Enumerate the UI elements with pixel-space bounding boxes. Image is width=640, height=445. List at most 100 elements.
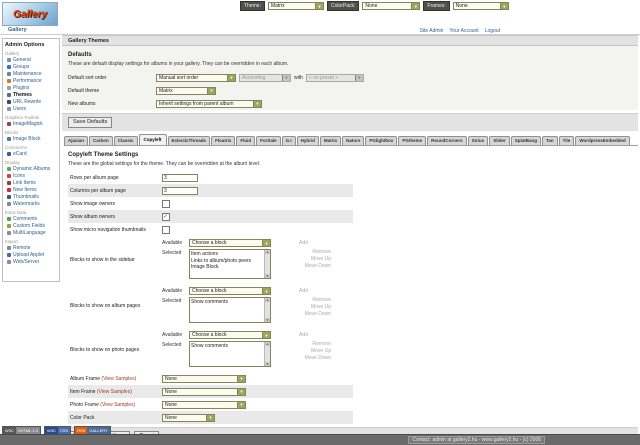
sidebar-item[interactable]: MultiLanguage [7, 230, 57, 236]
listbox-scrollbar[interactable]: ▲ ▼ [264, 250, 270, 278]
scroll-down-icon[interactable]: ▼ [265, 274, 270, 278]
blocks-album-selected-listbox[interactable]: Show comments ▲ ▼ [189, 297, 271, 323]
sort-preset-select[interactable]: « no preset » ▼ [305, 73, 364, 82]
sidebar-item[interactable]: Watermarks [7, 201, 57, 207]
blocks-sidebar-movedown-link[interactable]: Move Down [304, 263, 331, 269]
theme-tab[interactable]: ForSale [256, 136, 281, 145]
scroll-up-icon[interactable]: ▲ [265, 298, 270, 302]
blocks-photo-remove-link[interactable]: Remove [312, 341, 331, 347]
theme-tab[interactable]: Hybrid [296, 136, 319, 145]
item-frame-select[interactable]: None ▼ [162, 387, 246, 396]
new-albums-select[interactable]: Inherit settings from parent album ▼ [156, 99, 262, 108]
sidebar-item[interactable]: Thumbnails [7, 194, 57, 200]
theme-tab[interactable]: SplatBang [510, 136, 541, 145]
colorpack-select[interactable]: None ▼ [362, 2, 421, 10]
sidebar-item[interactable]: Link Items [7, 180, 57, 186]
blocks-album-remove-link[interactable]: Remove [312, 297, 331, 303]
selected-block-item[interactable]: Item actions [191, 251, 218, 257]
theme-tab[interactable]: Carbon [89, 136, 113, 145]
sidebar-item[interactable]: eCard [7, 151, 57, 157]
theme-tab[interactable]: PGtheme [398, 136, 427, 145]
default-theme-select[interactable]: Matrix ▼ [156, 86, 216, 95]
blocks-sidebar-remove-link[interactable]: Remove [312, 249, 331, 255]
theme-tab[interactable]: PGlightbox [365, 136, 398, 145]
theme-tab[interactable]: Tile [558, 136, 575, 145]
theme-tab[interactable]: Fluid [236, 136, 256, 145]
theme-tab[interactable]: RoundCorners [427, 136, 467, 145]
gallery-logo[interactable]: Gallery [2, 2, 58, 26]
sidebar-item[interactable]: Comments [7, 216, 57, 222]
site-admin-link[interactable]: Site Admin [419, 28, 444, 34]
scroll-down-icon[interactable]: ▼ [265, 362, 270, 366]
theme-tab[interactable]: Slider [489, 136, 510, 145]
frames-select[interactable]: None ▼ [452, 2, 509, 10]
blocks-album-add-link[interactable]: Add [299, 288, 308, 294]
sidebar-item[interactable]: Icons [7, 173, 57, 179]
theme-tab[interactable]: Matrix [319, 136, 342, 145]
blocks-photo-moveup-link[interactable]: Move Up [310, 348, 331, 354]
blocks-photo-movedown-link[interactable]: Move Down [304, 355, 331, 361]
theme-tab[interactable]: Copyleft [138, 134, 167, 145]
sidebar-item[interactable]: URL Rewrite [7, 99, 57, 105]
blocks-sidebar-selected-listbox[interactable]: Item actions Links to album/photo peers Im… [189, 249, 271, 279]
sidebar-item[interactable]: New Items [7, 187, 57, 193]
blocks-photo-selected-listbox[interactable]: Show comments ▲ ▼ [189, 341, 271, 367]
sidebar-item[interactable]: Themes [7, 92, 57, 98]
scroll-down-icon[interactable]: ▼ [265, 318, 270, 322]
theme-tab[interactable]: Floatrix [211, 136, 236, 145]
default-sort-order-select[interactable]: Manual sort order ▼ [156, 73, 236, 82]
selected-block-item[interactable]: Links to album/photo peers [191, 257, 252, 264]
sidebar-item[interactable]: ImageMagick [7, 121, 57, 127]
sidebar-item[interactable]: Remote [7, 245, 57, 251]
selected-block-item[interactable]: Show comments [191, 299, 228, 305]
selected-block-item[interactable]: Image Block [191, 264, 219, 270]
theme-tab[interactable]: EclecticThreads [167, 136, 211, 145]
blocks-album-movedown-link[interactable]: Move Down [304, 311, 331, 317]
photo-frame-view-samples-link[interactable]: (View Samples) [100, 401, 136, 408]
blocks-photo-add-link[interactable]: Add [299, 332, 308, 338]
blocks-album-moveup-link[interactable]: Move Up [310, 304, 331, 310]
sort-direction-select[interactable]: Ascending ▼ [239, 73, 291, 82]
selected-block-item[interactable]: Show comments [191, 343, 228, 349]
sidebar-item[interactable]: Dynamic Albums [7, 166, 57, 172]
theme-tab[interactable]: WordpressEmbedded [575, 136, 630, 145]
sidebar-item[interactable]: Image Block [7, 136, 57, 142]
listbox-scrollbar[interactable]: ▲ ▼ [264, 298, 270, 322]
theme-tab[interactable]: Nature [342, 136, 365, 145]
theme-tab[interactable]: Classic [113, 136, 138, 145]
sidebar-item[interactable]: Groups [7, 64, 57, 70]
sidebar-item[interactable]: Plugins [7, 85, 57, 91]
sidebar-item[interactable]: Performance [7, 78, 57, 84]
show-album-owners-checkbox[interactable] [162, 212, 170, 221]
listbox-scrollbar[interactable]: ▲ ▼ [264, 342, 270, 366]
logout-link[interactable]: Logout [484, 28, 500, 34]
save-defaults-button[interactable]: Save Defaults [68, 117, 113, 128]
blocks-album-available-select[interactable]: Choose a block ▼ [189, 287, 271, 295]
theme-tab[interactable]: G.I [281, 136, 296, 145]
scroll-up-icon[interactable]: ▲ [265, 250, 270, 254]
blocks-sidebar-available-select[interactable]: Choose a block ▼ [189, 239, 271, 247]
theme-select[interactable]: Matrix ▼ [267, 2, 324, 10]
sidebar-item[interactable]: Users [7, 106, 57, 112]
blocks-sidebar-moveup-link[interactable]: Move Up [310, 256, 331, 262]
sidebar-item[interactable]: Custom Fields [7, 223, 57, 229]
album-frame-select[interactable]: None ▼ [162, 374, 246, 383]
photo-frame-select[interactable]: None ▼ [162, 400, 246, 409]
show-micro-nav-checkbox[interactable] [162, 225, 170, 234]
sidebar-item[interactable]: General [7, 57, 57, 63]
show-image-owners-checkbox[interactable] [162, 199, 170, 208]
breadcrumb[interactable]: Gallery [8, 27, 27, 33]
columns-per-page-input[interactable] [162, 186, 198, 195]
color-pack-select[interactable]: None ▼ [162, 413, 215, 422]
sidebar-item[interactable]: Upload Applet [7, 252, 57, 258]
sidebar-item[interactable]: Maintenance [7, 71, 57, 77]
scroll-up-icon[interactable]: ▲ [265, 342, 270, 346]
your-account-link[interactable]: Your Account [449, 28, 479, 34]
album-frame-view-samples-link[interactable]: (View Samples) [101, 375, 137, 382]
item-frame-view-samples-link[interactable]: (View Samples) [96, 388, 132, 395]
blocks-photo-available-select[interactable]: Choose a block ▼ [189, 331, 271, 339]
theme-tab[interactable]: Ajaxian [64, 136, 89, 145]
sidebar-item[interactable]: Web/Server [7, 259, 57, 265]
blocks-sidebar-add-link[interactable]: Add [299, 240, 308, 246]
rows-per-page-input[interactable] [162, 173, 198, 182]
